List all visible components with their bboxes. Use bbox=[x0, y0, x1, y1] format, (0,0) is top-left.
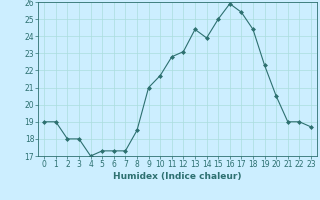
X-axis label: Humidex (Indice chaleur): Humidex (Indice chaleur) bbox=[113, 172, 242, 181]
